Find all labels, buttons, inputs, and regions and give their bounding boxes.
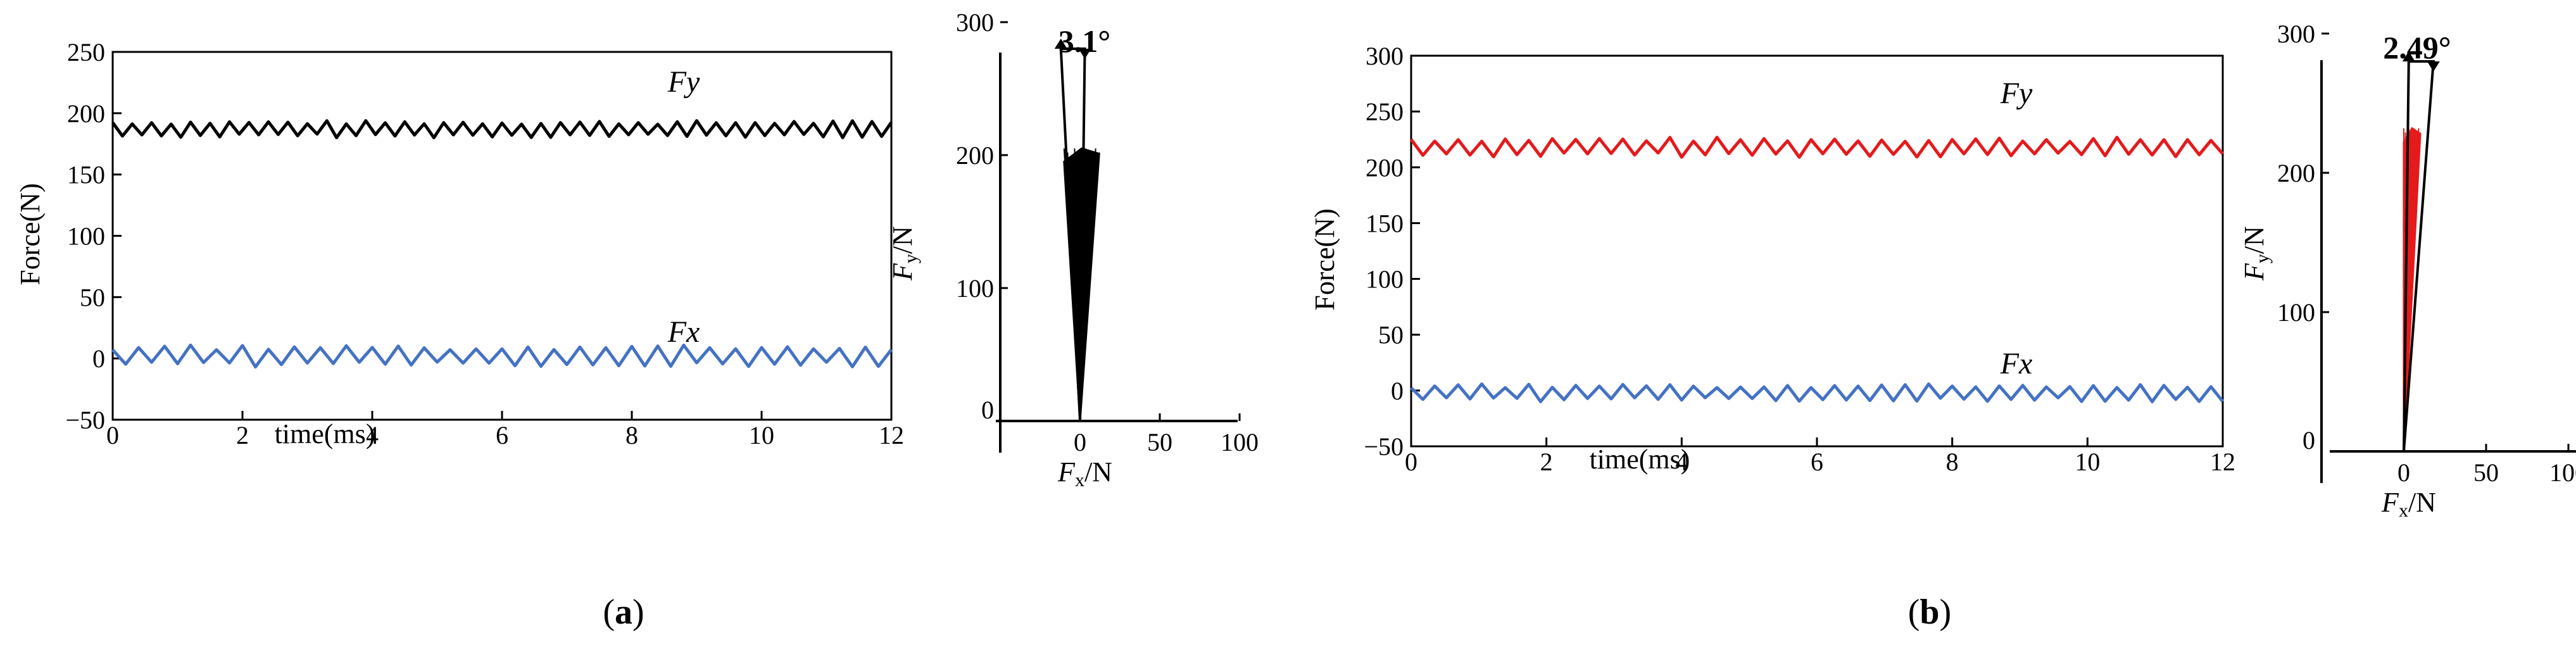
x-tick-label: 8 [625, 421, 638, 449]
y-tick-label: −50 [65, 406, 105, 434]
y-tick-label: 0 [92, 344, 105, 373]
arrowhead-left [2402, 51, 2415, 61]
angle-label: 2.49° [2383, 30, 2451, 65]
y-tick-label: 50 [1378, 321, 1404, 349]
series-line-fx [1410, 382, 2224, 403]
y-axis-title: Force(N) [1309, 208, 1340, 310]
series-line-fy [111, 119, 893, 139]
x-tick-label: 50 [2473, 458, 2499, 487]
x-axis-title: time(ms) [1590, 444, 1690, 475]
y-tick-label: 150 [1366, 209, 1404, 237]
series-label-fx: Fx [2000, 347, 2033, 380]
y-tick-label: 200 [67, 99, 105, 128]
y-tick-label: 300 [1366, 42, 1404, 70]
y-tick-label: 200 [956, 141, 994, 170]
series-label-fy: Fy [2000, 77, 2033, 110]
vector-line [1079, 152, 1100, 422]
y-tick-label: 200 [1366, 153, 1404, 182]
y-tick-label: 200 [2277, 159, 2315, 187]
x-tick-label: 6 [1811, 448, 1823, 476]
x-tick-label: 0 [1405, 448, 1417, 476]
arrowhead-right [2427, 61, 2440, 72]
y-tick-label: 300 [2277, 20, 2315, 48]
y-tick-label: 100 [956, 274, 994, 303]
y-tick-label: 100 [1366, 265, 1404, 294]
series-label-fy: Fy [667, 65, 700, 99]
x-tick-label: 0 [106, 421, 119, 449]
vector-line [2403, 132, 2421, 452]
x-tick-label: 12 [879, 421, 904, 449]
x-tick-label: 50 [1147, 428, 1172, 456]
x-tick-label: 0 [1074, 428, 1086, 456]
y-tick-label: 150 [67, 161, 105, 189]
y-tick-label: 250 [67, 38, 105, 66]
y-axis-title: Fy/N [887, 226, 921, 281]
x-tick-label: 10 [749, 421, 774, 449]
x-tick-label: 0 [2397, 458, 2410, 487]
x-tick-label: 10 [2075, 448, 2100, 476]
x-axis-title: Fx/N [1057, 456, 1112, 491]
y-tick-label: 50 [80, 283, 105, 311]
max-vector-outline [2403, 60, 2435, 452]
x-tick-label: 2 [236, 421, 249, 449]
x-axis-title: time(ms) [275, 418, 375, 449]
panel-b-force-vector: 0 100 200 300 0 50 100 Fx/N Fy/N 2.49° [2239, 20, 2576, 521]
series-label-fx: Fx [667, 315, 700, 349]
y-axis-title: Force(N) [15, 183, 46, 285]
caption-a: (a) [603, 593, 644, 632]
y-tick-label: 0 [1391, 377, 1404, 405]
series-line-fy [1409, 135, 2224, 159]
y-axis-title: Fy/N [2239, 226, 2273, 281]
x-tick-label: 2 [1540, 448, 1553, 476]
x-axis-title: Fx/N [2381, 487, 2436, 521]
caption-b: (b) [1908, 593, 1951, 632]
y-tick-label: −50 [1364, 432, 1404, 461]
y-tick-label: 0 [2303, 426, 2315, 455]
x-tick-label: 8 [1946, 448, 1959, 476]
arrowhead-left [1054, 39, 1067, 49]
x-tick-label: 6 [496, 421, 508, 449]
y-tick-label: 300 [956, 8, 994, 37]
x-tick-label: 100 [1221, 428, 1259, 456]
x-tick-label: 100 [2549, 458, 2576, 487]
x-tick-label: 4 [366, 421, 379, 449]
series-line-fx [111, 343, 893, 369]
y-tick-label: 0 [981, 396, 994, 424]
angle-label: 3.1° [1059, 23, 1111, 59]
panel-a-force-vector: 0 100 200 300 0 50 100 Fx/N Fy/N 3.1° [887, 8, 1259, 491]
x-tick-label: 4 [1675, 448, 1688, 476]
arrowhead-right [1078, 49, 1091, 59]
y-tick-label: 100 [67, 222, 105, 251]
max-vector-outline [1059, 47, 1086, 422]
y-tick-label: 250 [1366, 97, 1404, 126]
y-tick-label: 100 [2277, 298, 2315, 327]
x-tick-label: 12 [2210, 448, 2235, 476]
